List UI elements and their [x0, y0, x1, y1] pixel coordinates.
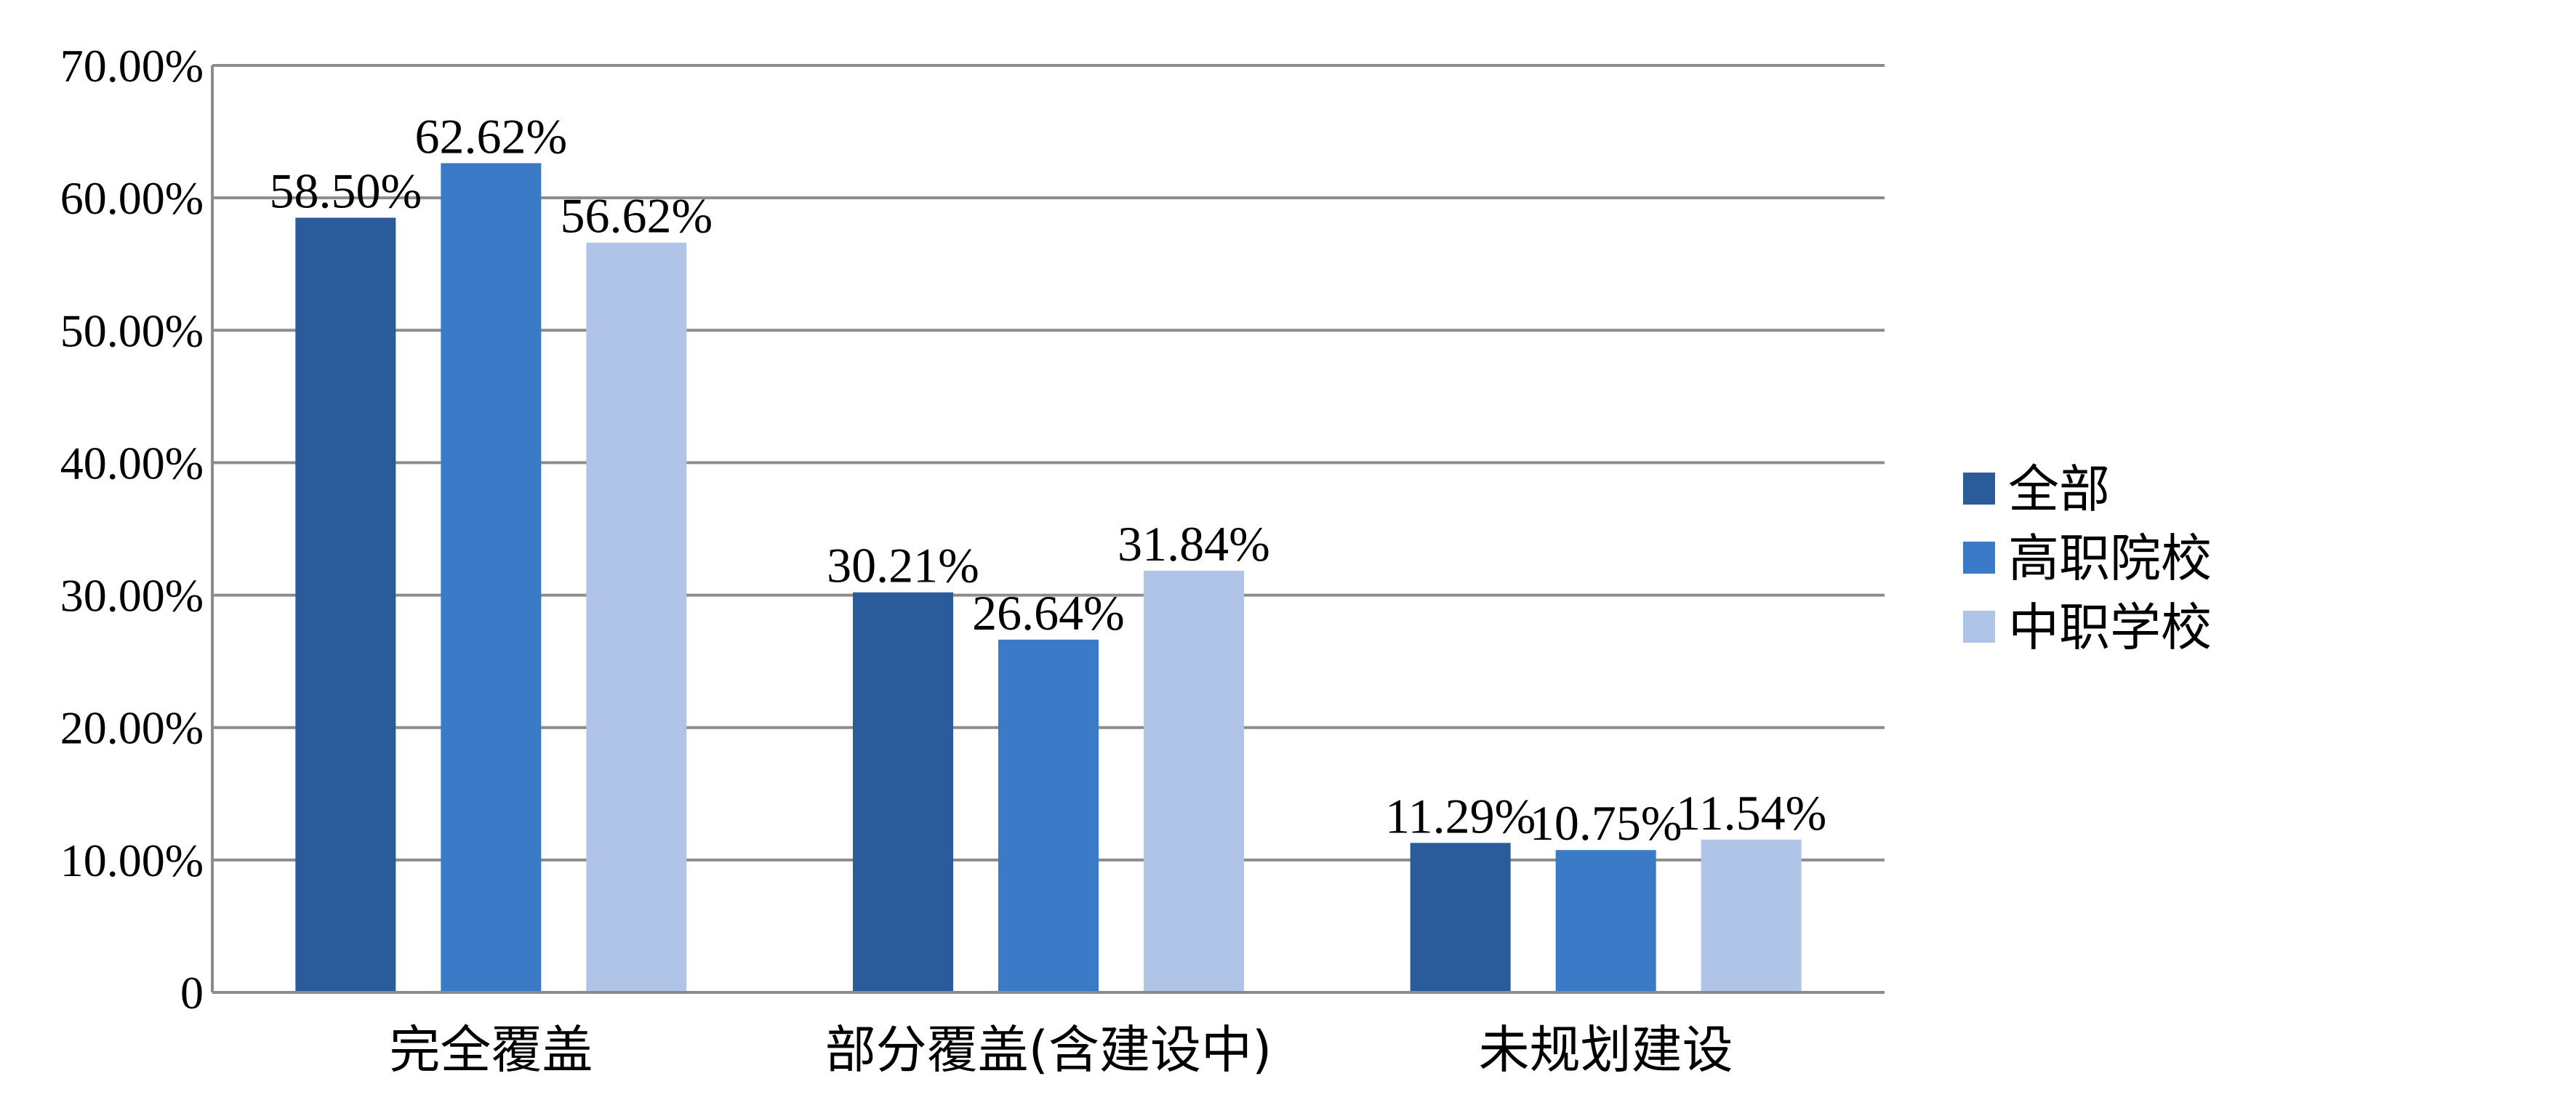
bar [853, 592, 953, 992]
data-label: 30.21% [827, 538, 979, 593]
y-tick-label: 10.00% [60, 835, 204, 886]
y-tick-label: 60.00% [60, 172, 204, 224]
legend-swatch [1963, 473, 1995, 505]
bar [998, 639, 1099, 992]
bars [295, 163, 1802, 993]
legend-label: 中职学校 [2008, 598, 2212, 657]
data-label: 31.84% [1118, 516, 1270, 571]
legend-label: 全部 [2008, 459, 2110, 519]
bar [1555, 850, 1656, 992]
data-label: 58.50% [270, 163, 422, 218]
x-category-label: 完全覆盖 [389, 1020, 593, 1080]
data-label: 62.62% [415, 108, 568, 164]
y-axis-tick-labels: 0 10.00% 20.00% 30.00% 40.00% 50.00% 60.00% 70.… [60, 40, 204, 1019]
bar [441, 163, 542, 993]
bar [586, 242, 687, 992]
y-tick-label: 40.00% [60, 437, 204, 489]
data-label: 10.75% [1530, 795, 1682, 851]
y-tick-label: 0 [180, 967, 204, 1019]
data-label: 26.64% [972, 585, 1125, 641]
y-tick-label: 70.00% [60, 40, 204, 92]
y-tick-label: 50.00% [60, 305, 204, 356]
legend-swatch [1963, 542, 1995, 574]
legend-swatch [1963, 611, 1995, 643]
data-label: 56.62% [561, 188, 713, 244]
y-tick-label: 20.00% [60, 702, 204, 754]
y-tick-label: 30.00% [60, 570, 204, 622]
bar [295, 217, 396, 992]
x-category-label: 部分覆盖(含建设中) [825, 1020, 1272, 1080]
x-axis-category-labels: 完全覆盖 部分覆盖(含建设中) 未规划建设 [389, 1020, 1733, 1080]
axes [211, 65, 1885, 994]
data-labels: 58.50%62.62% 56.62% 30.21%26.64% 31.84% 11.2… [270, 108, 1827, 851]
data-label: 11.54% [1676, 785, 1826, 840]
bar [1701, 839, 1802, 992]
bar [1410, 843, 1511, 992]
legend-label: 高职院校 [2008, 529, 2212, 588]
data-label: 11.29% [1385, 788, 1536, 843]
x-category-label: 未规划建设 [1479, 1020, 1733, 1080]
bar [1144, 571, 1244, 992]
